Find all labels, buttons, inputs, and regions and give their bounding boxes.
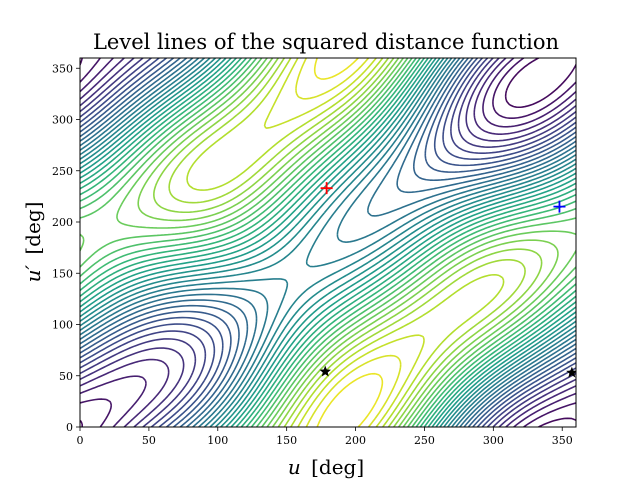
y-tick-label: 300 (52, 114, 73, 127)
contour-level (80, 58, 576, 427)
y-tick-label: 250 (52, 165, 73, 178)
contour-level (80, 58, 576, 427)
contour-level (153, 58, 543, 427)
plot-area (79, 57, 577, 428)
contour-level (80, 58, 576, 427)
contour-level (80, 58, 576, 427)
contour-level (168, 58, 526, 427)
contour-level (80, 58, 576, 427)
saddle-2-marker (566, 366, 576, 378)
contour-level (80, 58, 576, 427)
x-tick-label: 0 (77, 434, 84, 447)
contour-level (295, 58, 402, 427)
x-axis-ticks: 0 50 100 150 200 250 300 350 (77, 427, 573, 447)
y-tick-label: 200 (52, 216, 73, 229)
y-tick-label: 350 (52, 62, 73, 75)
contour-level (80, 58, 576, 427)
contour-level (80, 58, 576, 427)
y-tick-label: 150 (52, 267, 73, 280)
contour-level (80, 58, 576, 427)
y-axis-ticks: 0 50 100 150 200 250 300 350 (52, 62, 80, 434)
saddle-1-marker (319, 365, 331, 377)
x-tick-label: 300 (483, 434, 504, 447)
contour-level (80, 58, 576, 427)
y-tick-label: 0 (66, 421, 73, 434)
contour-level (80, 58, 576, 427)
contour-level (80, 58, 576, 427)
contour-level (80, 58, 576, 427)
y-tick-label: 50 (59, 370, 73, 383)
contour-level (80, 58, 576, 427)
y-tick-label: 100 (52, 319, 73, 332)
x-tick-label: 150 (276, 434, 297, 447)
contour-level (80, 58, 576, 427)
contour-level (80, 58, 576, 427)
contour-level (80, 58, 576, 427)
x-tick-label: 200 (345, 434, 366, 447)
contour-level (80, 58, 576, 427)
contour-level (80, 58, 576, 427)
x-tick-label: 350 (552, 434, 573, 447)
contour-level (80, 58, 576, 427)
x-tick-label: 100 (207, 434, 228, 447)
plot-frame (79, 57, 577, 428)
contour-level (186, 58, 505, 427)
x-tick-label: 50 (142, 434, 156, 447)
contour-level (263, 58, 425, 427)
contour-level (137, 58, 559, 427)
contour-lines (80, 58, 576, 427)
critical-point-markers (319, 182, 576, 378)
x-tick-label: 250 (414, 434, 435, 447)
contour-level (80, 58, 576, 427)
minimum-marker (553, 200, 566, 213)
y-axis-label: u′ [deg] (21, 202, 45, 283)
chart-title: Level lines of the squared distance func… (93, 30, 559, 54)
x-axis-label: u [deg] (288, 455, 364, 479)
maximum-marker (320, 182, 333, 195)
contour-level (80, 58, 576, 427)
contour-level (80, 58, 576, 427)
contour-level (80, 58, 576, 427)
contour-level (313, 58, 384, 427)
contour-level (80, 58, 576, 427)
